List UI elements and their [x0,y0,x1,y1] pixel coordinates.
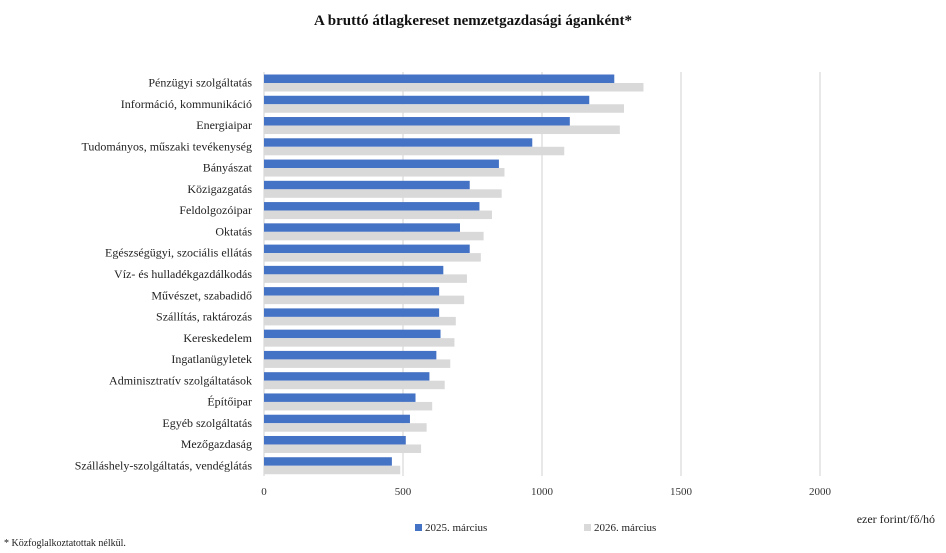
bar-series2-1 [264,104,625,113]
bar-series2-4 [264,168,505,177]
bar-series2-18 [264,465,401,475]
bar-series2-12 [264,338,455,347]
category-label-7: Oktatás [215,224,252,238]
bar-series2-13 [264,359,451,368]
category-label-4: Bányászat [203,161,253,175]
category-label-11: Szállítás, raktározás [156,310,252,324]
bar-series1-6 [264,202,480,211]
legend-swatch-0 [415,524,422,531]
bar-series2-5 [264,189,502,198]
bar-series2-11 [264,316,456,326]
legend-label-1: 2026. március [594,522,656,534]
tick-label-3: 1500 [670,486,693,498]
footnote: * Közfoglalkoztatottak nélkül. [4,538,126,549]
category-label-2: Energiaipar [196,118,252,132]
category-label-12: Kereskedelem [183,331,252,345]
bar-series2-8 [264,253,481,262]
bar-series2-15 [264,401,433,411]
bar-series1-13 [264,350,437,360]
bar-series1-11 [264,308,440,317]
category-label-5: Közigazgatás [187,182,252,196]
category-label-17: Mezőgazdaság [181,437,252,451]
bar-series1-1 [264,95,590,105]
bar-series1-0 [264,74,615,83]
category-label-1: Információ, kommunikáció [121,97,252,111]
bar-series2-2 [264,125,620,135]
category-label-14: Adminisztratív szolgáltatások [109,373,252,387]
tick-label-1: 500 [395,486,412,498]
bar-series2-0 [264,83,644,92]
category-label-6: Feldolgozóipar [179,203,252,217]
category-label-13: Ingatlanügyletek [171,352,252,366]
category-label-15: Építőipar [207,395,252,409]
category-label-9: Víz- és hulladékgazdálkodás [114,267,252,281]
category-label-18: Szálláshely-szolgáltatás, vendéglátás [75,458,253,472]
bar-series1-18 [264,457,392,466]
category-label-3: Tudományos, műszaki tevékenység [81,139,252,153]
bar-series1-3 [264,138,533,147]
legend-label-0: 2025. március [425,522,487,534]
category-labels: Pénzügyi szolgáltatás Információ, kommuni… [75,76,253,473]
legend-swatch-1 [584,524,591,531]
bar-series1-8 [264,244,470,254]
bars [264,74,644,475]
tick-label-0: 0 [261,486,267,498]
category-label-10: Művészet, szabadidő [151,288,252,302]
tick-labels: 0 500 1000 1500 2000 [261,486,831,498]
bar-series2-16 [264,423,427,432]
bar-series2-14 [264,380,445,390]
bar-series1-15 [264,393,416,402]
category-label-0: Pénzügyi szolgáltatás [148,76,252,90]
bar-series1-10 [264,287,440,296]
tick-label-4: 2000 [809,486,832,498]
chart-title: A bruttó átlagkereset nemzetgazdasági ág… [314,13,632,29]
bar-series2-3 [264,146,565,156]
bar-series2-17 [264,444,422,453]
bar-series2-9 [264,274,467,283]
bar-series2-10 [264,295,465,305]
bar-series1-12 [264,329,441,339]
category-label-16: Egyéb szolgáltatás [162,416,252,430]
x-axis-label: ezer forint/fő/hó [857,512,935,526]
bar-series1-2 [264,117,570,126]
bar-series1-16 [264,414,410,424]
bar-series1-7 [264,223,460,232]
category-label-8: Egészségügyi, szociális ellátás [105,246,252,260]
bar-series2-6 [264,210,492,220]
bar-series1-9 [264,265,444,275]
bar-series1-4 [264,159,499,169]
bar-series1-5 [264,180,470,190]
legend: 2025. március 2026. március [415,522,656,534]
tick-label-2: 1000 [531,486,554,498]
bar-series1-17 [264,435,406,445]
bar-series1-14 [264,372,430,381]
bar-series2-7 [264,231,484,241]
